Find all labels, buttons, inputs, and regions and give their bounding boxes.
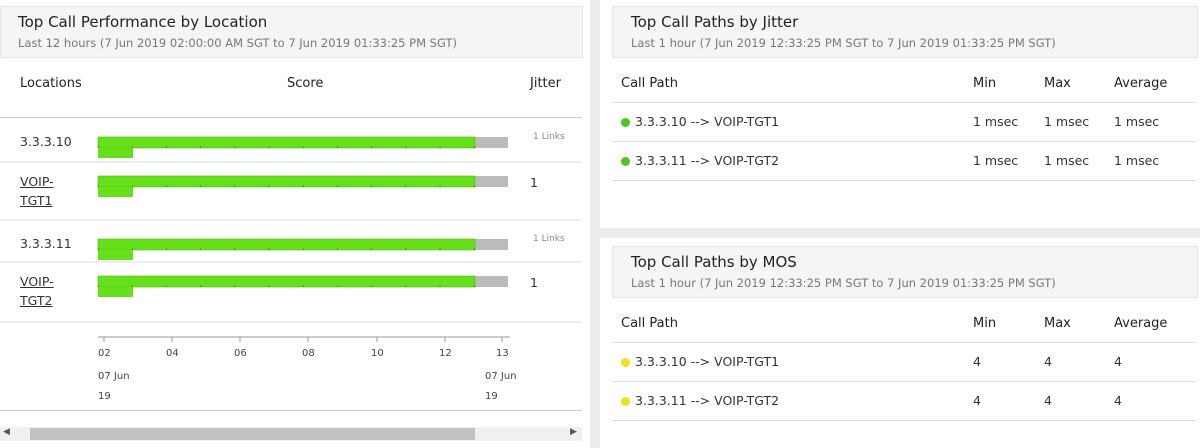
cell: 4: [973, 393, 981, 408]
location: 3.3.3.11: [20, 236, 72, 251]
bottom-rule: [0, 410, 582, 411]
panel-title: Top Call Performance by Location: [18, 13, 268, 31]
axis-tick-label: 12: [439, 348, 452, 359]
score-bar: [97, 275, 476, 288]
column-header: Min: [973, 316, 997, 331]
performance-panel: Top Call Performance by Location Last 12…: [0, 0, 590, 448]
status-dot: [621, 397, 630, 406]
panel-header: [612, 246, 1198, 298]
header-rule: [612, 102, 1196, 103]
location: VOIP-TGT1: [20, 174, 54, 208]
cell: 1 msec: [973, 153, 1019, 168]
cell: 4: [973, 354, 981, 369]
column-header: Max: [1044, 76, 1071, 91]
score-bar: [97, 238, 476, 251]
column-header: Locations: [20, 76, 82, 91]
mos-panel: Top Call Paths by MOS Last 1 hour (7 Jun …: [600, 238, 1200, 448]
axis-tick-label: 04: [166, 348, 179, 359]
cell: 1 msec: [1044, 114, 1090, 129]
location: 3.3.3.10: [20, 134, 72, 149]
jitter-value: 1 Links: [533, 234, 565, 244]
score-sub-bar: [98, 287, 133, 297]
status-dot: [621, 157, 630, 166]
cell: 3.3.3.10 --> VOIP-TGT1: [635, 114, 780, 129]
header-rule: [612, 342, 1196, 343]
jitter-value: 1 Links: [533, 132, 565, 142]
cell: 4: [1114, 393, 1122, 408]
column-header: Min: [973, 76, 997, 91]
row-rule: [612, 141, 1196, 142]
column-header: Average: [1114, 316, 1168, 331]
cell: 4: [1044, 393, 1052, 408]
status-dot: [621, 358, 630, 367]
axis-tick-label: 02: [98, 348, 111, 359]
score-bars: [0, 136, 582, 342]
cell: 3.3.3.11 --> VOIP-TGT2: [635, 393, 780, 408]
cell: 1 msec: [973, 114, 1019, 129]
row-rule: [612, 381, 1196, 382]
score-sub-bar: [98, 250, 133, 260]
score-sub-bar: [98, 187, 133, 197]
column-header: Average: [1114, 76, 1168, 91]
axis-date-label: 07 Jun 19: [485, 371, 517, 402]
row-rule: [612, 420, 1196, 421]
cell: 1 msec: [1114, 114, 1160, 129]
panel-title: Top Call Paths by Jitter: [631, 13, 799, 31]
row-rule: [612, 180, 1196, 181]
panel-subtitle: Last 1 hour (7 Jun 2019 12:33:25 PM SGT …: [631, 36, 1056, 50]
jitter-value: 1: [530, 175, 538, 190]
panel-header: [0, 6, 583, 58]
jitter-panel: Top Call Paths by Jitter Last 1 hour (7 J…: [600, 0, 1200, 228]
column-header: Max: [1044, 316, 1071, 331]
axis-date-label: 07 Jun 19: [98, 371, 130, 402]
column-header: Call Path: [621, 76, 678, 91]
header-rule: [0, 117, 582, 118]
panel-subtitle: Last 12 hours (7 Jun 2019 02:00:00 AM SG…: [18, 36, 457, 50]
location: VOIP-TGT2: [20, 274, 54, 308]
scroll-left[interactable]: ◀: [3, 427, 10, 437]
cell: 4: [1114, 354, 1122, 369]
cell: 1 msec: [1044, 153, 1090, 168]
jitter-value: 1: [530, 275, 538, 290]
status-dot: [621, 118, 630, 127]
column-header: Jitter: [530, 76, 561, 91]
cell: 1 msec: [1114, 153, 1160, 168]
cell: 3.3.3.11 --> VOIP-TGT2: [635, 153, 780, 168]
score-sub-bar: [98, 148, 133, 158]
axis-tick-label: 08: [302, 348, 315, 359]
axis-tick-label: 10: [371, 348, 384, 359]
cell: 3.3.3.10 --> VOIP-TGT1: [635, 354, 780, 369]
score-bar: [97, 175, 476, 188]
scrollbar[interactable]: ◀ ▶: [0, 427, 582, 441]
column-header: Score: [287, 76, 324, 91]
cell: 4: [1044, 354, 1052, 369]
panel-title: Top Call Paths by MOS: [631, 253, 797, 271]
axis-tick-label: 13: [496, 348, 509, 359]
score-bar: [97, 136, 476, 149]
column-header: Call Path: [621, 316, 678, 331]
panel-subtitle: Last 1 hour (7 Jun 2019 12:33:25 PM SGT …: [631, 276, 1056, 290]
axis-tick-label: 06: [234, 348, 247, 359]
scrollbar-thumb[interactable]: [30, 428, 475, 440]
panel-header: [612, 6, 1198, 58]
scroll-right[interactable]: ▶: [570, 427, 577, 437]
